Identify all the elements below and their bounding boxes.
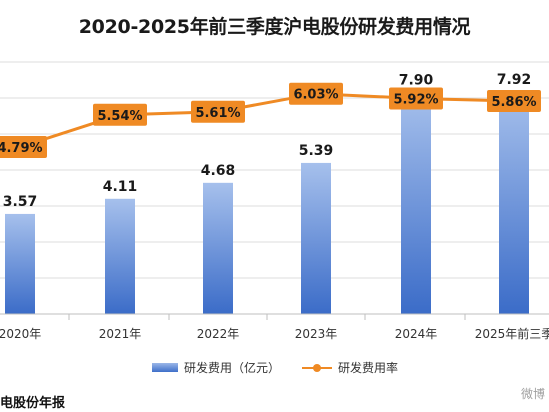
x-tick-label: 2025年前三季: [475, 326, 549, 341]
rate-label-box: [93, 103, 147, 126]
bar: [5, 213, 35, 314]
legend-line-swatch: [302, 363, 333, 373]
bar-value-label: 7.90: [399, 73, 434, 89]
bar: [499, 92, 529, 314]
legend-line-label: 研发费用率: [338, 361, 399, 375]
rate-label-text: 5.86%: [491, 95, 536, 110]
rate-label: 5.61%: [191, 100, 245, 123]
bar-value-label: 7.92: [497, 72, 532, 88]
bar-labels: 3.57 4.11 4.68 5.39 7.90 7.92: [3, 72, 532, 210]
rate-label: 5.86%: [487, 90, 541, 113]
rate-label-box: [389, 87, 443, 110]
bar: [105, 198, 135, 314]
legend-item-bar: 研发费用（亿元）: [152, 359, 280, 376]
legend-bar-swatch: [152, 363, 178, 372]
bar: [203, 182, 233, 314]
rate-label-text: 5.54%: [97, 109, 142, 124]
rate-label-box: [289, 82, 343, 105]
bar-value-label: 4.11: [103, 179, 138, 195]
bar-series: [5, 92, 529, 314]
x-tick-label: 2024年: [395, 327, 438, 341]
bar-value-label: 3.57: [3, 194, 38, 210]
rate-label-box: [487, 90, 541, 113]
legend-bar-label: 研发费用（亿元）: [184, 361, 281, 375]
watermark: 微博: [520, 387, 545, 401]
chart-title: 2020-2025年前三季度沪电股份研发费用情况: [78, 16, 471, 38]
bar: [301, 162, 331, 314]
legend-item-line: 研发费用率: [302, 359, 398, 376]
rate-label: 6.03%: [289, 82, 343, 105]
x-tick-label: 2023年: [295, 327, 338, 341]
legend: 研发费用（亿元） 研发费用率: [152, 359, 420, 376]
x-tick-label: 2020年: [0, 327, 41, 341]
rate-label-text: 4.79%: [0, 141, 43, 156]
bar-value-label: 5.39: [299, 143, 334, 159]
source-note: 电股份年报: [0, 396, 66, 411]
rate-label-text: 6.03%: [293, 88, 338, 103]
bar-value-label: 4.68: [201, 163, 236, 179]
rate-label-box: [0, 136, 47, 159]
rate-label: 5.54%: [93, 103, 147, 126]
x-tick-label: 2022年: [197, 327, 240, 341]
rate-label-box: [191, 100, 245, 123]
rate-label-text: 5.92%: [393, 92, 438, 107]
rate-label-text: 5.61%: [195, 106, 240, 121]
rate-label: 4.79%: [0, 136, 47, 159]
x-tick-label: 2021年: [99, 327, 142, 341]
bar: [401, 92, 431, 314]
rate-label: 5.92%: [389, 87, 443, 110]
x-axis: 2020年 2021年 2022年 2023年 2024年 2025年前三季: [0, 313, 549, 341]
line-labels: 4.79% 5.54% 5.61% 6.03% 5.92% 5.86%: [0, 82, 541, 159]
